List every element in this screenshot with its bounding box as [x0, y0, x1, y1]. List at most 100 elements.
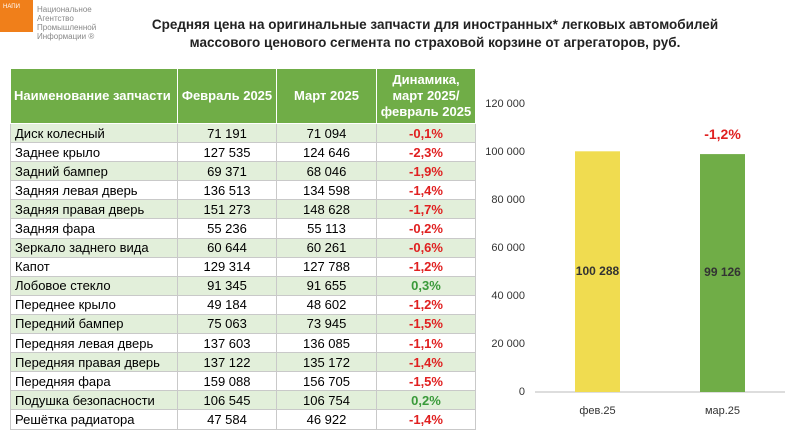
part-name: Подушка безопасности	[10, 390, 178, 411]
price: 136 085	[276, 333, 377, 354]
price: 135 172	[276, 352, 377, 373]
price: 124 646	[276, 142, 377, 163]
price: 137 603	[177, 333, 277, 354]
change: -1,5%	[376, 313, 476, 335]
part-name: Капот	[10, 256, 178, 277]
y-tick-label: 120 000	[485, 98, 525, 110]
price: 46 922	[276, 409, 377, 430]
bar	[700, 154, 745, 392]
change: -1,9%	[376, 161, 476, 182]
price: 151 273	[177, 199, 277, 220]
change: -1,4%	[376, 409, 476, 430]
table-row: Передняя левая дверь 137 603 136 085 -1,1%	[10, 333, 476, 354]
change: 0,3%	[376, 275, 476, 296]
price: 55 113	[276, 218, 377, 239]
value-label: 100 288	[576, 264, 620, 278]
column-header: Динамика, март 2025/ февраль 2025	[376, 68, 476, 124]
price: 48 602	[276, 294, 377, 315]
price: 159 088	[177, 371, 277, 392]
y-tick-label: 20 000	[491, 338, 525, 350]
price: 127 535	[177, 142, 277, 163]
header-row: Наименование запчасти Февраль 2025 Март 20…	[10, 68, 476, 124]
table-row: Капот 129 314 127 788 -1,2%	[10, 256, 476, 277]
price: 55 236	[177, 218, 277, 239]
part-name: Передняя фара	[10, 371, 178, 392]
price: 129 314	[177, 256, 277, 277]
table-row: Задняя правая дверь 151 273 148 628 -1,7%	[10, 199, 476, 220]
change: -2,3%	[376, 142, 476, 163]
logo-line: Национальное	[37, 5, 92, 14]
price: 91 655	[276, 275, 377, 296]
price: 69 371	[177, 161, 277, 182]
price: 71 094	[276, 122, 377, 144]
part-name: Передняя левая дверь	[10, 333, 178, 354]
change: -0,6%	[376, 237, 476, 258]
part-name: Передняя правая дверь	[10, 352, 178, 373]
table-row: Подушка безопасности 106 545 106 754 0,2%	[10, 390, 476, 411]
price: 47 584	[177, 409, 277, 430]
table-row: Зеркало заднего вида 60 644 60 261 -0,6%	[10, 237, 476, 258]
part-name: Диск колесный	[10, 122, 178, 144]
price: 91 345	[177, 275, 277, 296]
price: 127 788	[276, 256, 377, 277]
logo-mark: НАПИ	[0, 0, 33, 32]
logo-line: Агентство	[37, 14, 74, 23]
table-row: Задний бампер 69 371 68 046 -1,9%	[10, 161, 476, 182]
table-row: Передняя фара 159 088 156 705 -1,5%	[10, 371, 476, 392]
price: 134 598	[276, 180, 377, 201]
logo-line: Промышленной	[37, 23, 97, 32]
value-label: 99 126	[704, 265, 741, 279]
price: 71 191	[177, 122, 277, 144]
column-header: Март 2025	[276, 68, 377, 124]
table-row: Заднее крыло 127 535 124 646 -2,3%	[10, 142, 476, 163]
y-tick-label: 80 000	[491, 194, 525, 206]
x-tick-label: фев.25	[579, 405, 615, 417]
y-tick-label: 100 000	[485, 146, 525, 158]
change: -1,2%	[376, 256, 476, 277]
logo-abbr: НАПИ	[3, 4, 20, 10]
price: 156 705	[276, 371, 377, 392]
annotation: -1,2%	[704, 126, 741, 142]
title-line: Средняя цена на оригинальные запчасти дл…	[151, 17, 719, 32]
change: -1,4%	[376, 352, 476, 373]
part-name: Передний бампер	[10, 313, 178, 335]
table-row: Задняя левая дверь 136 513 134 598 -1,4%	[10, 180, 476, 201]
change: -1,5%	[376, 371, 476, 392]
price: 137 122	[177, 352, 277, 373]
logo-text: Национальное Агентство Промышленной Информа…	[37, 5, 96, 41]
table-row: Диск колесный 71 191 71 094 -0,1%	[10, 122, 476, 144]
title-line: массового ценового сегмента по страховой…	[189, 35, 681, 50]
change: -0,2%	[376, 218, 476, 239]
bar	[575, 151, 620, 392]
y-tick-label: 0	[519, 386, 525, 398]
part-name: Задняя левая дверь	[10, 180, 178, 201]
table-row: Переднее крыло 49 184 48 602 -1,2%	[10, 294, 476, 315]
part-name: Решётка радиатора	[10, 409, 178, 430]
price: 60 644	[177, 237, 277, 258]
chart: 0 20 000 40 000 60 000 80 000 100 000 120 000 1…	[485, 98, 785, 417]
x-tick-label: мар.25	[705, 405, 740, 417]
change: -1,4%	[376, 180, 476, 201]
price: 148 628	[276, 199, 377, 220]
price: 106 545	[177, 390, 277, 411]
price: 106 754	[276, 390, 377, 411]
table-row: Передний бампер 75 063 73 945 -1,5%	[10, 313, 476, 335]
part-name: Лобовое стекло	[10, 275, 178, 296]
column-header: Февраль 2025	[177, 68, 277, 124]
price: 60 261	[276, 237, 377, 258]
part-name: Задняя фара	[10, 218, 178, 239]
part-name: Задний бампер	[10, 161, 178, 182]
price: 68 046	[276, 161, 377, 182]
table-row: Передняя правая дверь 137 122 135 172 -1,4%	[10, 352, 476, 373]
y-tick-label: 60 000	[491, 242, 525, 254]
price: 49 184	[177, 294, 277, 315]
part-name: Задняя правая дверь	[10, 199, 178, 220]
logo-line: Информации ®	[37, 32, 95, 41]
part-name: Зеркало заднего вида	[10, 237, 178, 258]
part-name: Переднее крыло	[10, 294, 178, 315]
y-tick-label: 40 000	[491, 290, 525, 302]
change: -0,1%	[376, 122, 476, 144]
table-row: Лобовое стекло 91 345 91 655 0,3%	[10, 275, 476, 296]
part-name: Заднее крыло	[10, 142, 178, 163]
